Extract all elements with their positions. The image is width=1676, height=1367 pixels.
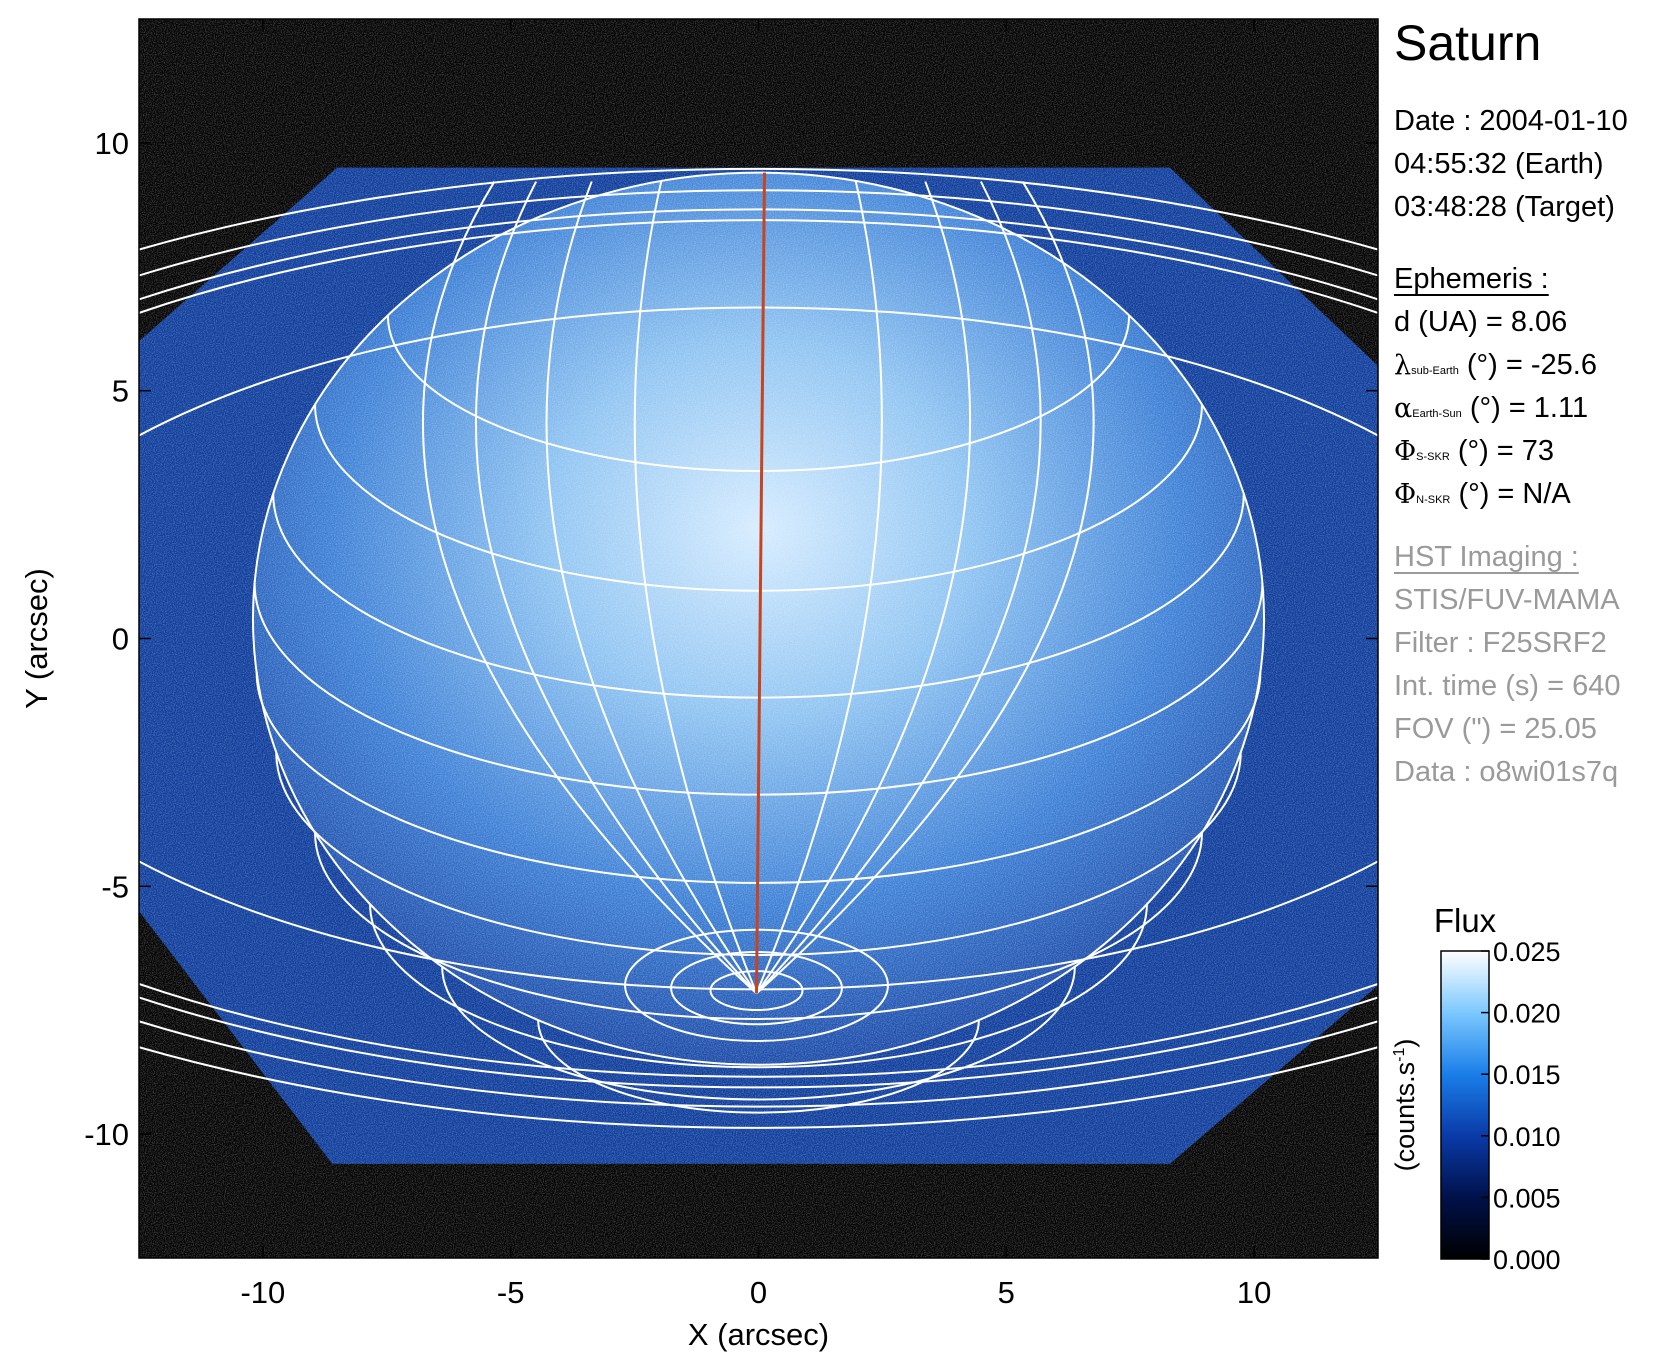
axes: -10 -5 0 5 10 -10 -5 0 5 10 X (arcsec) Y (arcsec) — [19, 19, 1378, 1352]
ephemeris-value: = 73 — [1496, 435, 1555, 467]
ephemeris-row: ΦN-SKR (°) = N/A — [1394, 473, 1571, 522]
ephemeris-label: (°) — [1469, 392, 1509, 424]
hst-line: STIS/FUV-MAMA — [1394, 584, 1620, 616]
colorbar-label: (counts.s-1) — [1390, 1039, 1420, 1172]
x-tick-label: 0 — [750, 1275, 767, 1310]
colorbar-title: Flux — [1434, 902, 1497, 939]
colorbar-tick-label: 0.005 — [1493, 1183, 1561, 1213]
latitude-line — [441, 966, 1076, 1101]
target-title: Saturn — [1394, 15, 1542, 71]
hst-line: Filter : F25SRF2 — [1394, 627, 1607, 659]
meridian-line — [633, 181, 758, 994]
x-tick-label: -5 — [497, 1275, 525, 1310]
latitude-line — [369, 904, 1148, 1068]
x-axis-label: X (arcsec) — [688, 1317, 829, 1352]
date-line: Date : 2004-01-10 — [1394, 105, 1628, 137]
hst-line: Data : o8wi01s7q — [1394, 756, 1619, 788]
latitude-line — [275, 752, 1242, 956]
date-line: 03:48:28 (Target) — [1394, 191, 1615, 223]
ephemeris-value: = -25.6 — [1505, 349, 1597, 381]
ring-line — [139, 208, 1378, 1089]
meridian-line — [755, 181, 1042, 995]
central-meridian — [755, 172, 766, 994]
y-tick-label: 0 — [112, 622, 129, 657]
ring-line — [139, 219, 1378, 1078]
latitude-line — [386, 315, 1131, 473]
plot-area — [138, 18, 1379, 1259]
meridian-line — [755, 181, 1095, 995]
hst-line: FOV (") = 25.05 — [1394, 713, 1597, 745]
colorbar-tick-label: 0.020 — [1493, 999, 1561, 1029]
x-tick-label: -10 — [240, 1275, 285, 1310]
ephemeris-symbol: Φ — [1394, 436, 1417, 467]
ephemeris-row: d (UA) = 8.06 — [1394, 301, 1567, 344]
meridian-line — [755, 181, 972, 994]
limb-line — [251, 171, 1266, 1066]
colorbar-tick-label: 0.000 — [1493, 1245, 1561, 1275]
ephemeris-symbol: α — [1394, 393, 1413, 424]
meridian-line — [421, 181, 758, 995]
date-line: 04:55:32 (Earth) — [1394, 148, 1604, 180]
y-axis-label: Y (arcsec) — [19, 568, 54, 709]
meridian-line — [755, 181, 883, 994]
colorbar-tick-label: 0.025 — [1493, 937, 1561, 967]
ephemeris-symbol: Φ — [1394, 479, 1417, 510]
y-tick-label: -10 — [84, 1117, 129, 1152]
y-tick-label: 5 — [112, 374, 129, 409]
colorbar-tick-label: 0.010 — [1493, 1122, 1561, 1152]
colorbar-gradient — [1440, 950, 1490, 1260]
ephemeris-label: d (UA) — [1394, 306, 1486, 338]
y-tick-label: 10 — [95, 126, 129, 161]
ephemeris-label: (°) — [1458, 478, 1498, 510]
ephemeris-subscript: Earth-Sun — [1412, 408, 1462, 420]
ephemeris-value: = 1.11 — [1508, 392, 1589, 424]
ephemeris-value: = 8.06 — [1485, 306, 1568, 338]
ephemeris-label: (°) — [1466, 349, 1506, 381]
hst-line: Int. time (s) = 640 — [1394, 670, 1621, 702]
ring-line — [139, 189, 1378, 1108]
ephemeris-subscript: sub-Earth — [1411, 365, 1459, 377]
hst-header: HST Imaging : — [1394, 541, 1579, 573]
y-tick-label: -5 — [101, 869, 129, 904]
ephemeris-row: λsub-Earth (°) = -25.6 — [1394, 344, 1597, 393]
image-layer — [139, 19, 1378, 1258]
latitude-line — [537, 1020, 980, 1114]
ephemeris-row: ΦS-SKR (°) = 73 — [1394, 430, 1554, 479]
colorbar-tick-label: 0.015 — [1493, 1060, 1561, 1090]
ephemeris-label: (°) — [1457, 435, 1497, 467]
ephemeris-subscript: N-SKR — [1416, 494, 1451, 506]
ephemeris-row: αEarth-Sun (°) = 1.11 — [1394, 387, 1588, 436]
meridian-line — [545, 181, 758, 994]
ephemeris-header: Ephemeris : — [1394, 263, 1549, 295]
x-tick-label: 5 — [998, 1275, 1015, 1310]
colorbar: Flux 0.000 0.005 0.010 0.015 0.020 0.025 (count… — [1390, 902, 1561, 1275]
meridian-line — [474, 181, 758, 995]
ephemeris-value: = N/A — [1497, 478, 1571, 510]
ephemeris-subscript: S-SKR — [1416, 451, 1450, 463]
x-tick-label: 10 — [1237, 1275, 1271, 1310]
ephemeris-symbol: λ — [1394, 350, 1412, 381]
latlon-grid — [251, 171, 1266, 1114]
ring-line — [139, 168, 1378, 1129]
latitude-line — [314, 832, 1203, 1021]
latitude-line — [314, 404, 1203, 592]
